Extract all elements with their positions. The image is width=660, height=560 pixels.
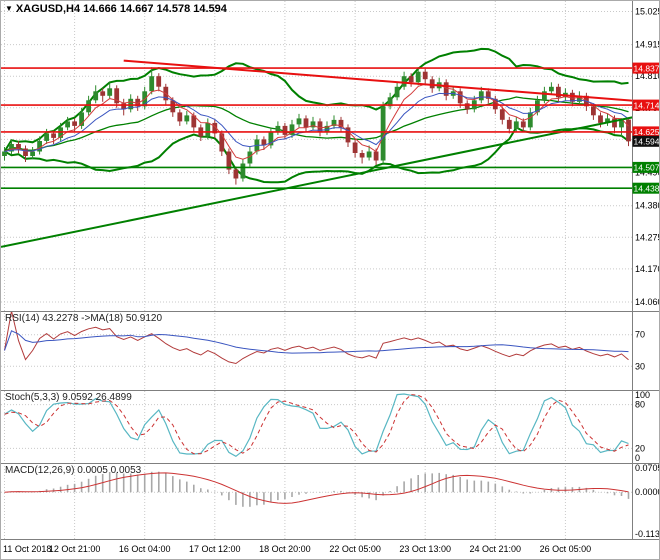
svg-text:100: 100 (635, 390, 650, 400)
svg-text:30: 30 (635, 361, 645, 371)
svg-text:14.837: 14.837 (634, 63, 660, 73)
price-axis[interactable]: 15.02514.91514.81014.70514.60014.49014.3… (632, 7, 660, 540)
macd-pane[interactable] (4, 471, 630, 507)
svg-text:80: 80 (635, 400, 645, 410)
rsi-label: RSI(14) 43.2278 ->MA(18) 50.9120 (5, 313, 163, 324)
svg-text:14.714: 14.714 (634, 100, 660, 110)
svg-text:16 Oct 04:00: 16 Oct 04:00 (119, 544, 171, 554)
svg-text:14.810: 14.810 (635, 71, 660, 81)
main-price-pane[interactable] (1, 47, 639, 248)
svg-text:-0.1132: -0.1132 (635, 529, 660, 539)
svg-text:23 Oct 13:00: 23 Oct 13:00 (399, 544, 451, 554)
svg-text:12 Oct 21:00: 12 Oct 21:00 (49, 544, 101, 554)
pane-separators (1, 1, 659, 540)
chart-title: ▼ XAGUSD,H4 14.666 14.667 14.578 14.594 (5, 3, 227, 15)
macd-label: MACD(12,26,9) 0.0005 0.0053 (5, 465, 142, 476)
stoch-pane[interactable] (4, 393, 629, 458)
svg-text:20: 20 (635, 443, 645, 453)
svg-text:14.625: 14.625 (634, 127, 660, 137)
svg-text:18 Oct 20:00: 18 Oct 20:00 (259, 544, 311, 554)
svg-text:70: 70 (635, 330, 645, 340)
svg-text:0: 0 (635, 453, 640, 463)
rsi-pane[interactable] (4, 311, 629, 365)
svg-text:14.170: 14.170 (635, 264, 660, 274)
svg-text:24 Oct 21:00: 24 Oct 21:00 (470, 544, 522, 554)
svg-text:0.0705: 0.0705 (635, 463, 660, 473)
svg-text:14.060: 14.060 (635, 297, 660, 307)
svg-text:14.438: 14.438 (634, 183, 660, 193)
symbol-dropdown-icon[interactable]: ▼ (5, 4, 13, 13)
grid (1, 1, 632, 539)
svg-text:14.380: 14.380 (635, 201, 660, 211)
svg-text:14.275: 14.275 (635, 232, 660, 242)
svg-text:22 Oct 05:00: 22 Oct 05:00 (329, 544, 381, 554)
svg-text:14.915: 14.915 (635, 40, 660, 50)
svg-text:11 Oct 2018: 11 Oct 2018 (3, 544, 51, 554)
svg-text:15.025: 15.025 (635, 7, 660, 17)
svg-text:14.594: 14.594 (634, 137, 660, 147)
svg-text:17 Oct 12:00: 17 Oct 12:00 (189, 544, 241, 554)
chart-title-text: XAGUSD,H4 14.666 14.667 14.578 14.594 (15, 3, 227, 15)
svg-text:26 Oct 05:00: 26 Oct 05:00 (540, 544, 592, 554)
svg-text:14.507: 14.507 (634, 163, 660, 173)
stoch-label: Stoch(5,3,3) 9.0592 26.4899 (5, 392, 132, 403)
svg-text:0.0000: 0.0000 (635, 487, 660, 497)
